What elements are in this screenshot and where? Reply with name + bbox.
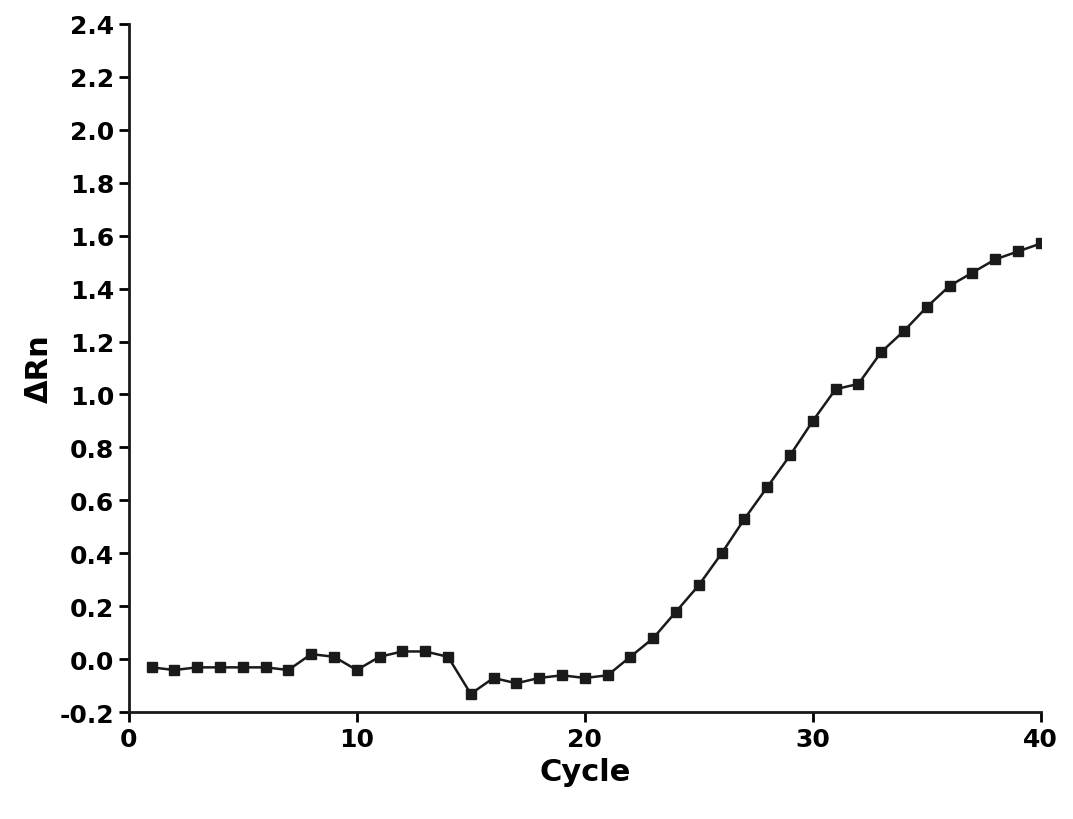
X-axis label: Cycle: Cycle bbox=[539, 757, 631, 785]
Y-axis label: ΔRn: ΔRn bbox=[25, 334, 54, 403]
